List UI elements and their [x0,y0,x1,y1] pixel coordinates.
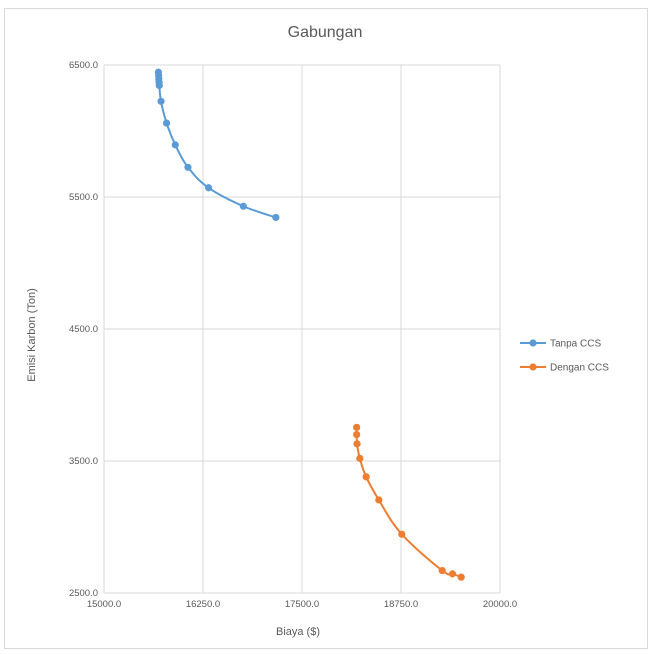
chart-title: Gabungan [288,24,363,41]
legend: Tanpa CCS Dengan CCS [520,339,609,374]
tick-labels: 15000.0 16250.0 17500.0 18750.0 20000.0 2500.… [69,60,517,610]
y-tick-label: 3500.0 [69,456,98,467]
series-layer [154,68,465,581]
legend-label: Dengan CCS [550,363,609,374]
x-tick-label: 20000.0 [483,599,517,610]
data-point [353,423,361,431]
data-point [184,163,192,171]
y-tick-label: 6500.0 [69,60,98,71]
gridlines [103,64,501,594]
chart-canvas: Gabungan 15000.0 16250.0 17500.0 18750.0 200… [26,24,609,638]
data-point [356,454,364,462]
legend-item-2: Dengan CCS [520,363,609,374]
series-1 [154,68,280,222]
data-point [375,496,383,504]
data-point [272,213,280,222]
data-point [204,184,213,192]
series-line [355,427,462,579]
x-tick-label: 16250.0 [186,599,220,610]
y-tick-label: 2500.0 [69,588,98,599]
legend-swatch-marker [529,339,537,347]
y-tick-label: 5500.0 [69,192,98,203]
data-point [171,141,179,149]
data-point [398,530,406,538]
data-point [162,119,171,127]
legend-label: Tanpa CCS [550,339,601,350]
x-tick-label: 15000.0 [87,599,121,610]
data-point [457,573,465,581]
data-point [448,570,457,578]
x-axis-title: Biaya ($) [276,626,320,638]
data-point [155,81,163,90]
series-2 [353,423,465,581]
x-tick-label: 18750.0 [384,599,418,610]
x-tick-label: 17500.0 [285,599,319,610]
data-point [438,566,446,575]
legend-swatch-marker [529,363,537,371]
chart-frame: Gabungan 15000.0 16250.0 17500.0 18750.0 200… [4,8,648,649]
y-tick-label: 4500.0 [69,324,98,335]
y-axis-title: Emisi Karbon (Ton) [26,288,38,382]
data-point [239,202,247,210]
legend-item-1: Tanpa CCS [520,339,601,350]
data-point [353,431,361,439]
data-point [362,473,370,481]
data-point [353,440,361,448]
data-point [157,97,165,105]
